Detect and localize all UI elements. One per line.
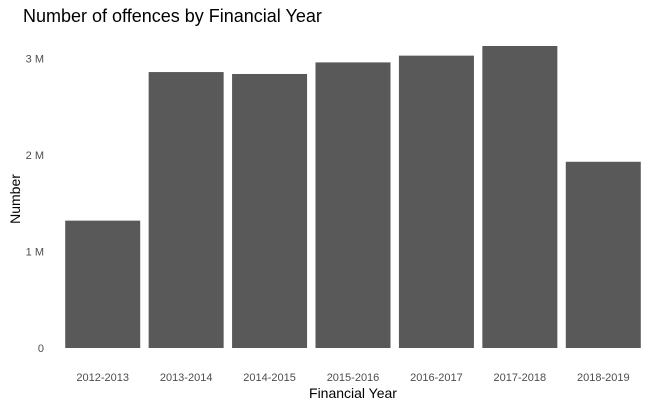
y-tick-label: 0: [38, 343, 44, 355]
y-axis-label: Number: [7, 174, 23, 224]
x-tick-label: 2013-2014: [160, 372, 213, 384]
bar: [232, 73, 308, 348]
y-tick-label: 1 M: [26, 247, 44, 259]
y-axis-ticks: 0 1 M 2 M 3 M: [26, 54, 44, 355]
y-tick-label: 2 M: [26, 150, 44, 162]
x-tick-label: 2014-2015: [243, 372, 296, 384]
y-tick-label: 3 M: [26, 54, 44, 66]
bars: [65, 46, 641, 349]
x-tick-label: 2016-2017: [410, 372, 463, 384]
bar: [315, 62, 391, 348]
bar: [482, 46, 558, 348]
bar: [398, 55, 474, 349]
x-tick-label: 2012-2013: [76, 372, 129, 384]
x-axis-ticks: 2012-2013 2013-2014 2014-2015 2015-2016 2016…: [76, 372, 629, 384]
bar: [565, 161, 641, 348]
x-tick-label: 2018-2019: [577, 372, 630, 384]
bar: [65, 220, 141, 348]
bar: [148, 72, 224, 348]
chart-title: Number of offences by Financial Year: [23, 6, 322, 26]
x-axis-label: Financial Year: [309, 385, 397, 401]
x-tick-label: 2015-2016: [327, 372, 380, 384]
x-tick-label: 2017-2018: [494, 372, 547, 384]
